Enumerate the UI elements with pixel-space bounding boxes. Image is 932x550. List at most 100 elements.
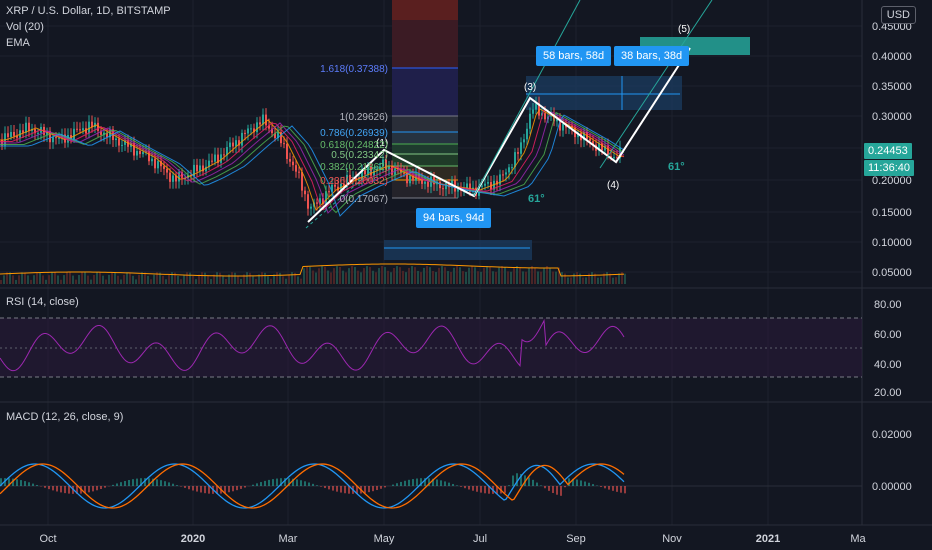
candle-body [496,180,498,185]
candle-body [214,154,216,162]
volume-bar [180,279,182,284]
volume-bar [516,266,518,284]
candle-body [538,103,540,116]
range-box-58[interactable] [526,76,682,110]
ema-legend[interactable]: EMA [6,37,30,49]
fib-label-0236: 0.236(0.20032) [320,176,388,187]
elliott-wave[interactable] [307,47,691,223]
macd-hist-bar [544,486,546,489]
volume-bar [60,279,62,284]
macd-histogram [0,473,626,496]
fib-retracement[interactable] [392,0,458,199]
macd-hist-bar [124,481,126,486]
symbol-title[interactable]: XRP / U.S. Dollar, 1D, BITSTAMP [6,5,171,17]
rsi-axis[interactable]: 80.00 60.00 40.00 20.00 [874,299,902,399]
candle-body [148,151,150,162]
candle-body [310,206,312,209]
volume-legend[interactable]: Vol (20) [6,21,44,33]
volume-bar [519,267,521,284]
volume-bar [258,274,260,284]
macd-hist-bar [428,478,430,486]
volume-bar [36,272,38,284]
price-axis[interactable]: 0.45000 0.40000 0.35000 0.30000 0.20000 … [872,21,912,279]
candle-body [592,141,594,145]
trend-channel[interactable] [305,0,713,229]
volume-bar [582,277,584,284]
rsi-legend[interactable]: RSI (14, close) [6,296,79,308]
candle-body [601,143,603,151]
volume-bar [264,272,266,284]
currency-button[interactable]: USD [880,6,916,24]
volume-bar [501,266,503,284]
macd-hist-bar [12,478,14,486]
volume-bar [615,277,617,284]
candle-body [376,169,378,171]
candle-body [217,154,219,163]
candle-body [514,152,516,168]
volume-bar [597,277,599,284]
volume-bar [15,279,17,284]
volume-bar [402,270,404,284]
range-box-94[interactable] [384,240,532,260]
candle-body [556,118,558,122]
candle-body [232,142,234,147]
macd-axis[interactable]: 0.02000 0.00000 [872,429,912,493]
volume-bar [189,272,191,284]
candle-body [604,145,606,151]
macd-hist-bar [420,478,422,486]
macd-hist-bar [240,486,242,489]
volume-bar [255,278,257,284]
volume-bar [588,273,590,284]
macd-hist-bar [336,486,338,492]
macd-hist-bar [584,481,586,486]
price-tick: 0.05000 [872,267,912,279]
volume-bar [123,274,125,284]
volume-bar [477,271,479,284]
price-tick: 0.45000 [872,21,912,33]
macd-hist-bar [312,483,314,486]
candle-body [439,181,441,189]
volume-bar [618,273,620,284]
volume-bar [489,267,491,284]
volume-bar [111,272,113,284]
volume-bar [267,276,269,284]
macd-legend[interactable]: MACD (12, 26, close, 9) [6,411,124,423]
candle-body [523,139,525,143]
candle-body [403,172,405,174]
time-axis[interactable]: Oct 2020 Mar May Jul Sep Nov 2021 Ma [39,533,866,545]
candle-body [406,172,408,184]
macd-hist-bar [304,481,306,486]
candle-body [211,160,213,162]
volume-bar [69,272,71,284]
volume-bar [324,266,326,284]
bars-label-58[interactable]: 58 bars, 58d [536,46,612,66]
volume-bar [510,271,512,284]
volume-bar [390,272,392,284]
volume-bar [348,268,350,284]
candle-body [379,166,381,170]
volume-bar [387,270,389,284]
bars-label-38[interactable]: 38 bars, 38d [614,46,690,66]
volume-bar [186,272,188,284]
ema-line [0,114,625,217]
candle-body [319,198,321,204]
volume-bar [279,272,281,284]
candle-body [34,129,36,134]
volume-bar [87,275,89,284]
bars-label-94[interactable]: 94 bars, 94d [416,208,492,228]
candle-body [289,158,291,162]
macd-hist-bar [252,484,254,486]
volume-bar [153,274,155,284]
fib-band-6 [392,144,458,154]
rsi-tick: 80.00 [874,299,902,311]
candle-body [163,166,165,169]
volume-bar [534,267,536,284]
candle-body [229,142,231,148]
candle-body [223,154,225,156]
candle-body [307,194,309,209]
volume-bar [438,267,440,284]
macd-hist-bar [552,486,554,494]
fib-band-4 [392,116,458,132]
